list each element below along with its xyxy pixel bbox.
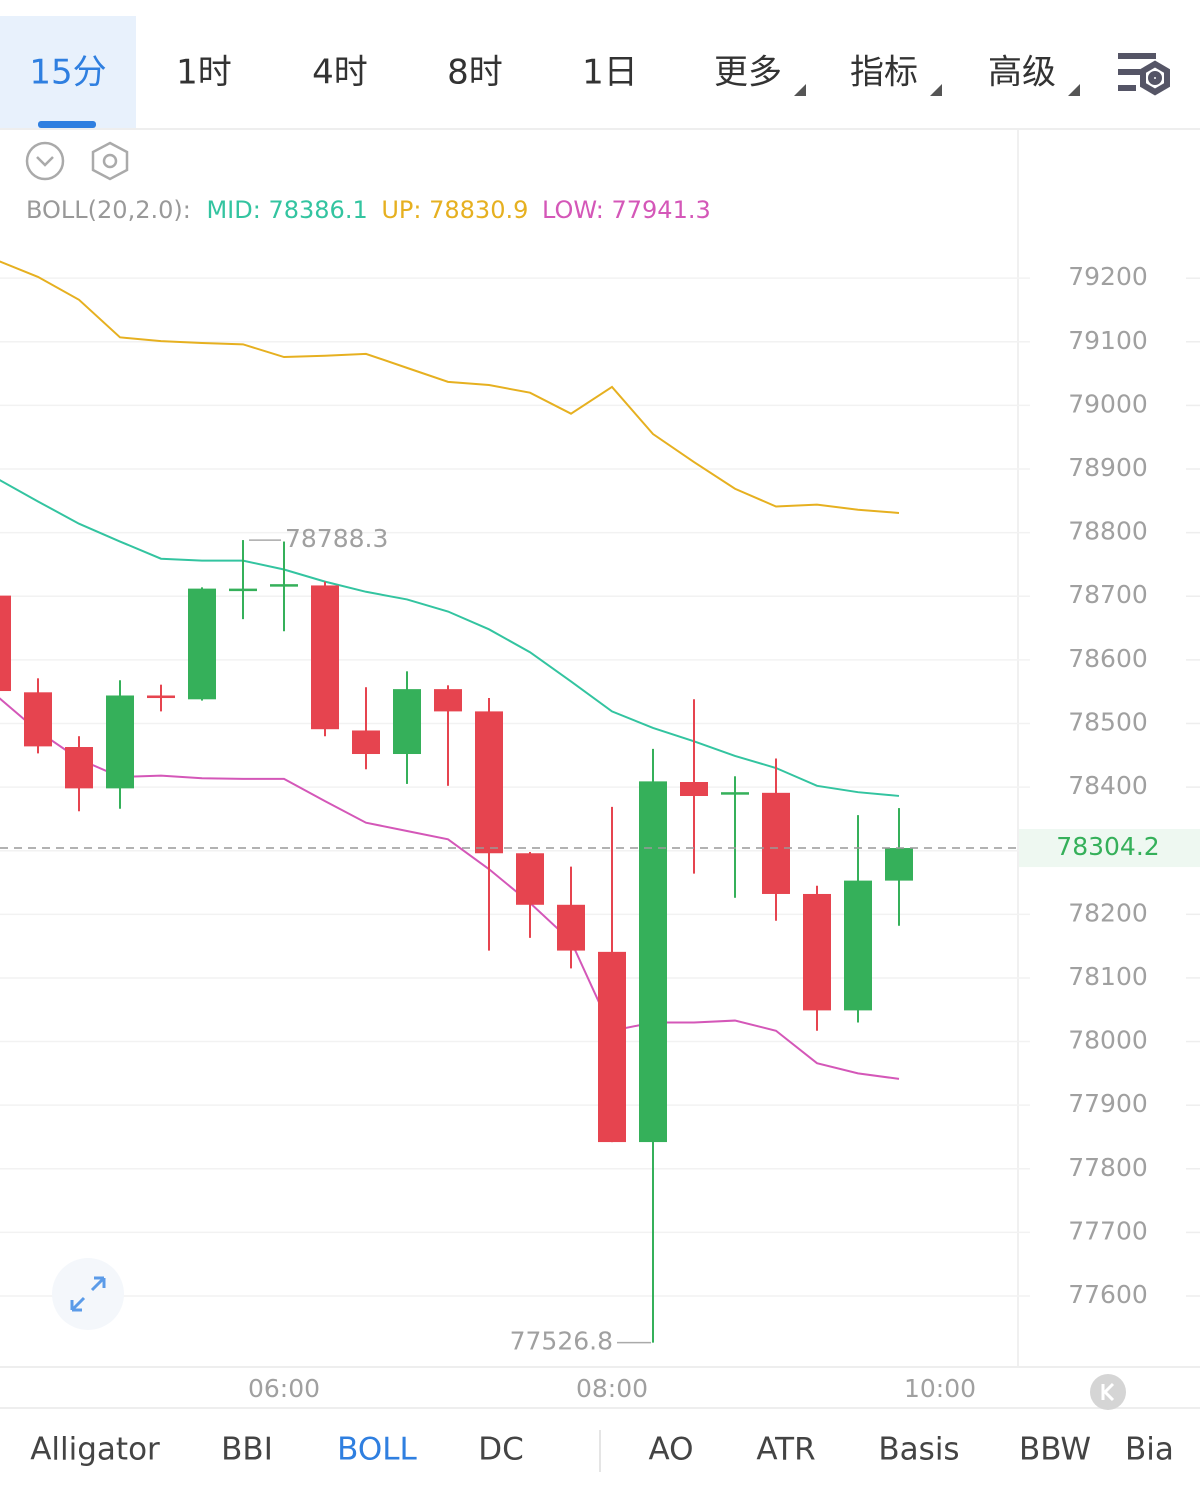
settings-icon[interactable] [1118,53,1170,96]
indicator-tab[interactable]: AO [648,1432,693,1468]
legend-name: UP: [381,196,421,224]
menu-tab[interactable]: 更多 [714,53,782,93]
indicator-tab[interactable]: DC [478,1432,524,1468]
legend-value: 77941.3 [611,196,710,224]
indicator-tab[interactable]: ATR [756,1432,815,1468]
y-tick-label: 79000 [1068,389,1148,418]
candle-body [65,747,93,789]
max-label: 78788.3 [285,524,388,553]
candle-body [598,951,626,1143]
legend-value: 78386.1 [268,196,367,224]
y-tick-label: 77800 [1068,1153,1148,1182]
candle-body [352,730,380,755]
legend-value: 78830.9 [429,196,528,224]
dropdown-triangles [794,84,1080,96]
y-tick-label: 79100 [1068,326,1148,355]
y-tick-label: 78100 [1068,962,1148,991]
y-tick-label: 77600 [1068,1280,1148,1309]
indicator-tab[interactable]: BOLL [337,1432,417,1468]
candle-body [557,904,585,951]
x-tick-label: 08:00 [576,1374,648,1403]
boll-line [0,479,900,797]
menu-tab[interactable]: 指标 [850,53,918,93]
y-tick-label: 78600 [1068,644,1148,673]
grid: 7760077700778007790078000781007820078300… [0,262,1200,1403]
menu-tab[interactable]: 高级 [988,53,1056,93]
candle-body [434,689,462,712]
candle-body [147,695,175,699]
indicator-tab[interactable]: Bia [1125,1432,1174,1468]
candle-body [844,880,872,1011]
candle-body [270,584,298,587]
indicator-label: BOLL(20,2.0): [26,196,191,224]
min-label: 77526.8 [510,1327,613,1356]
candle-body [639,781,667,1143]
kline-button[interactable] [1090,1374,1126,1410]
y-tick-label: 78500 [1068,707,1148,736]
last-price-box [1019,829,1200,868]
timeframe-tab[interactable]: 8时 [447,53,503,93]
candle-body [24,692,52,747]
y-tick-label: 78000 [1068,1026,1148,1055]
selected-tab-indicator [38,121,96,128]
legend-name: LOW: [542,196,604,224]
candle-body [229,588,257,592]
candle-body [0,595,11,692]
indicator-tab[interactable]: BBW [1019,1432,1091,1468]
overlay: 78788.3 77526.8 78304.2 [0,524,1200,1356]
timeframe-tab[interactable]: 15分 [29,53,106,93]
indicator-legend: BOLL(20,2.0): MID: 78386.1 UP: 78830.9 L… [26,196,711,224]
candle-body [885,848,913,881]
y-tick-label: 78200 [1068,898,1148,927]
candle-body [311,585,339,730]
selected-tab-bg [0,16,136,128]
settings-hex-icon[interactable] [91,141,129,181]
indicator-tab[interactable]: Basis [878,1432,959,1468]
boll-line [0,260,900,514]
candle-body [393,689,421,755]
y-tick-label: 77700 [1068,1216,1148,1245]
last-price-label: 78304.2 [1056,832,1159,861]
candle-body [188,588,216,700]
x-tick-label: 06:00 [248,1374,320,1403]
timeframe-tab[interactable]: 1日 [582,53,638,93]
y-tick-label: 78800 [1068,517,1148,546]
y-tick-label: 78900 [1068,453,1148,482]
candle-body [803,893,831,1011]
timeframe-tab[interactable]: 1时 [176,53,232,93]
legend-name: MID: [206,196,260,224]
y-tick-label: 78700 [1068,580,1148,609]
boll-line [0,697,900,1080]
candle-body [516,853,544,905]
indicator-tab[interactable]: Alligator [30,1432,160,1468]
timeframe-tab[interactable]: 4时 [312,53,368,93]
collapse-icon[interactable] [25,141,65,181]
expand-button[interactable] [52,1258,124,1330]
plot [0,260,913,1343]
candle-body [721,792,749,795]
candle-body [680,782,708,797]
candle-body [475,711,503,854]
y-tick-label: 78400 [1068,771,1148,800]
candle-body [762,792,790,894]
y-tick-label: 79200 [1068,262,1148,291]
x-tick-label: 10:00 [904,1374,976,1403]
y-tick-label: 77900 [1068,1089,1148,1118]
indicator-tab[interactable]: BBI [221,1432,273,1468]
candle-body [106,695,134,789]
